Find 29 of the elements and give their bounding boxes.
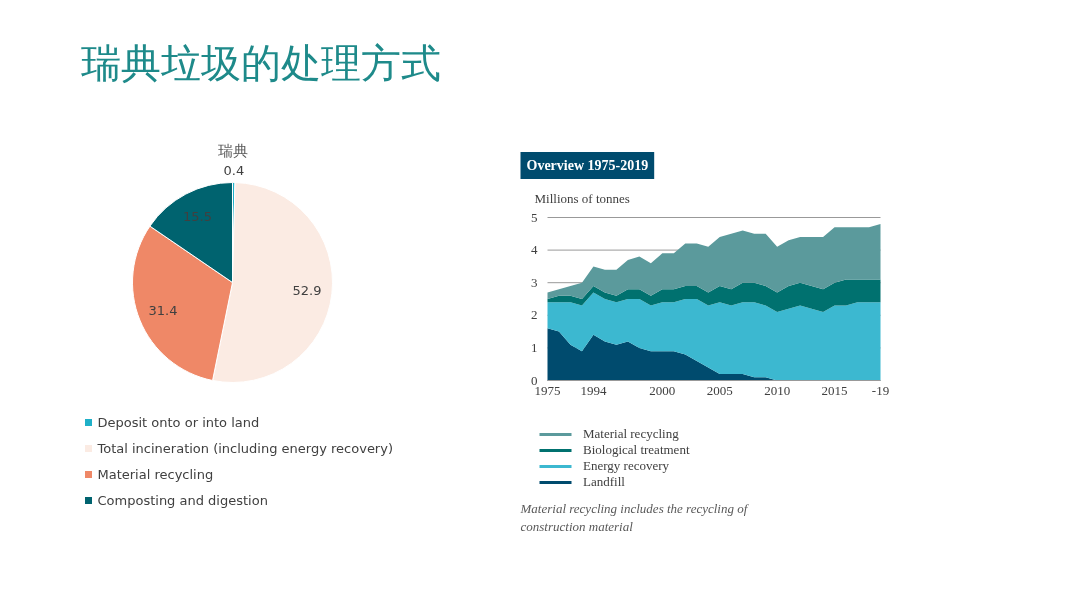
y-tick-label: 4 bbox=[531, 242, 538, 258]
legend-label: Deposit onto or into land bbox=[97, 415, 260, 430]
legend-label: Biological treatment bbox=[583, 442, 690, 458]
x-tick-label: 1994 bbox=[580, 382, 607, 398]
legend-label: Total incineration (including energy recovery) bbox=[96, 441, 393, 456]
chart-subtitle: 瑞典 bbox=[217, 141, 248, 160]
legend-label: Material recycling bbox=[97, 467, 214, 482]
legend-label: Landfill bbox=[583, 474, 625, 490]
y-tick-label: 2 bbox=[531, 307, 538, 323]
x-tick-label: 2005 bbox=[706, 382, 733, 398]
y-axis-title: Millions of tonnes bbox=[534, 190, 630, 206]
data-label: 15.5 bbox=[183, 208, 212, 224]
y-tick-label: 3 bbox=[531, 274, 538, 290]
text: Material recycling includes the recycling of construction material bbox=[519, 500, 750, 534]
chart-title: 瑞典垃圾的处理方式 bbox=[80, 39, 441, 86]
legend-label: Composting and digestion bbox=[97, 493, 268, 508]
x-tick-label: 2015 bbox=[821, 382, 848, 398]
legend-label: Energy recovery bbox=[583, 458, 670, 474]
x-tick-label: 2000 bbox=[649, 382, 676, 398]
x-tick-label: -19 bbox=[871, 382, 890, 398]
y-tick-label: 0 bbox=[531, 372, 538, 388]
x-tick-label: 2010 bbox=[764, 382, 791, 398]
data-label: 0.4 bbox=[223, 163, 245, 179]
data-label: 31.4 bbox=[148, 303, 178, 319]
y-tick-label: 5 bbox=[531, 209, 538, 225]
data-label: 52.9 bbox=[292, 283, 322, 299]
y-tick-label: 1 bbox=[531, 339, 538, 355]
legend-label: Material recycling bbox=[583, 426, 679, 442]
chart-title: Overview 1975-2019 bbox=[526, 158, 649, 173]
